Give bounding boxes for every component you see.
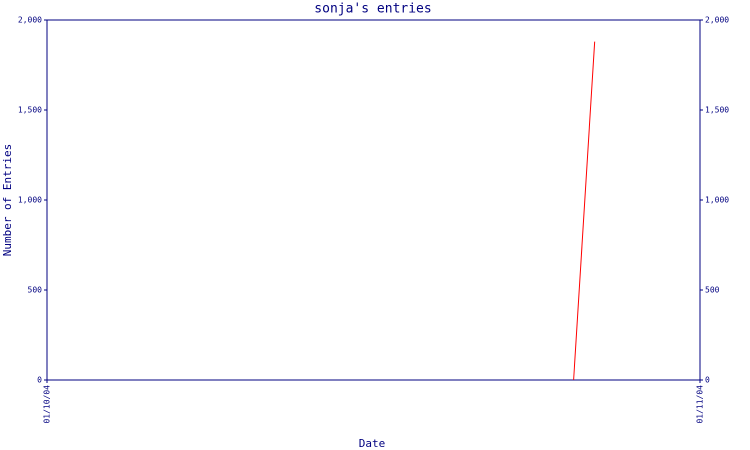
y2-tick-label: 500 [705, 286, 720, 295]
chart-title: sonja's entries [314, 2, 431, 17]
y2-tick-label: 1,000 [705, 196, 729, 205]
y-tick-label: 500 [28, 286, 43, 295]
y2-tick-label: 2,000 [705, 16, 729, 25]
plot-frame [46, 19, 701, 381]
y-tick-label: 0 [37, 376, 42, 385]
y-tick-label: 1,000 [18, 196, 42, 205]
y-tick-label: 1,500 [18, 106, 42, 115]
y2-tick-label: 0 [705, 376, 710, 385]
x-tick-label: 01/10/04 [43, 385, 52, 424]
x-axis-label: Date [359, 437, 386, 450]
line-series [573, 41, 596, 381]
y-axis-label: Number of Entries [1, 144, 14, 257]
y2-tick-label: 1,500 [705, 106, 729, 115]
x-tick-label: 01/11/04 [696, 385, 705, 424]
y-tick-label: 2,000 [18, 16, 42, 25]
